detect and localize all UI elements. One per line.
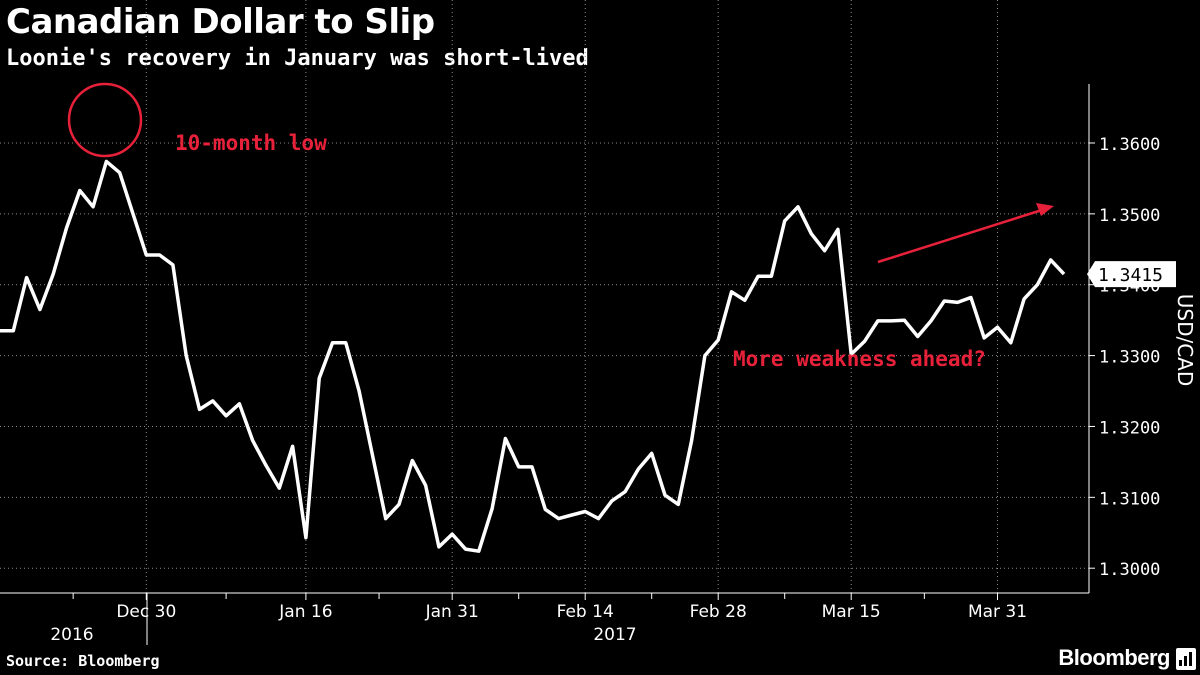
y-tick-label: 1.3300 — [1099, 348, 1160, 368]
x-tick-label: Feb 14 — [557, 602, 614, 622]
y-axis-label: USD/CAD — [1173, 294, 1197, 387]
y-tick-label: 1.3600 — [1099, 135, 1160, 155]
x-tick-label: Jan 16 — [278, 602, 332, 622]
trend-arrow-head — [1036, 203, 1054, 216]
y-tick-label: 1.3200 — [1099, 418, 1160, 438]
last-value-label: 1.3415 — [1098, 265, 1163, 286]
source-note: Source: Bloomberg — [6, 652, 160, 670]
annotation-10-month-low: 10-month low — [175, 131, 327, 155]
brand-logo-text: Bloomberg — [1058, 645, 1170, 670]
y-tick-label: 1.3000 — [1099, 560, 1160, 580]
last-value-box — [1087, 261, 1176, 288]
y-tick-label: 1.3100 — [1099, 489, 1160, 509]
x-tick-label: Jan 31 — [425, 602, 479, 622]
annotation-more-weakness: More weakness ahead? — [733, 347, 986, 371]
bloomberg-bars-icon — [1176, 648, 1196, 670]
x-tick-label: Feb 28 — [690, 602, 747, 622]
year-label-2016: 2016 — [50, 625, 93, 645]
chart-subtitle: Loonie's recovery in January was short-l… — [6, 46, 589, 71]
x-tick-label: Dec 30 — [116, 602, 176, 622]
x-tick-label: Mar 15 — [822, 602, 881, 622]
chart-title: Canadian Dollar to Slip — [6, 2, 435, 42]
peak-highlight-circle — [67, 82, 143, 158]
usdcad-series-line — [0, 159, 1066, 553]
year-label-2017: 2017 — [593, 625, 636, 645]
x-tick-label: Mar 31 — [968, 602, 1027, 622]
y-tick-label: 1.3500 — [1099, 206, 1160, 226]
trend-arrow-line — [877, 208, 1043, 264]
